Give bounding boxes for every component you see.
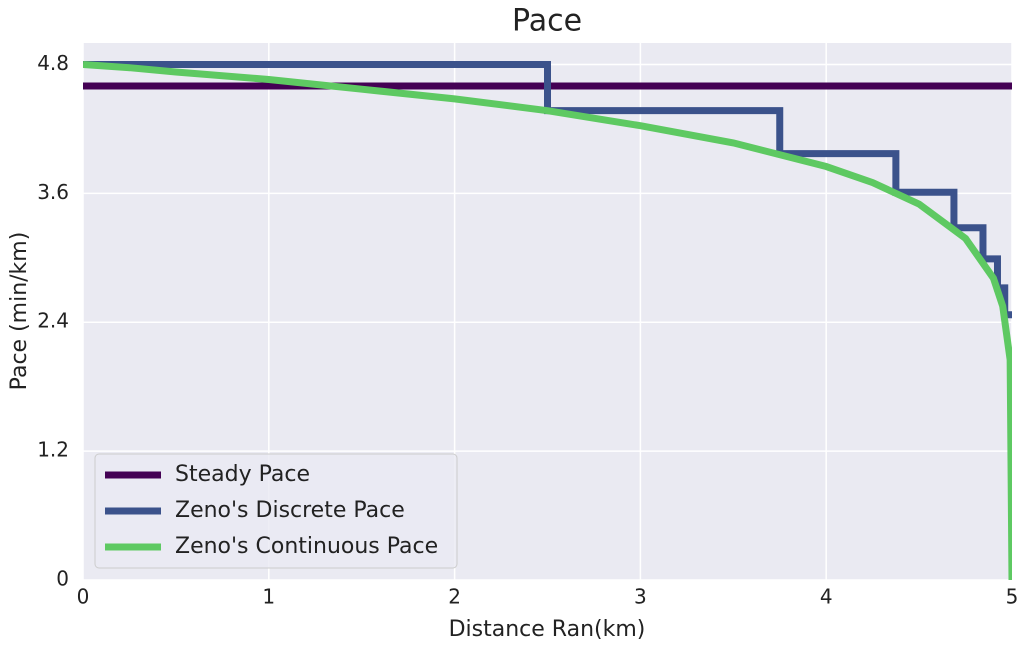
legend-box (94, 453, 458, 569)
y-tick-label: 2.4 (37, 309, 69, 333)
y-tick-label: 4.8 (37, 51, 69, 75)
x-tick-label: 1 (262, 585, 275, 609)
series-line (83, 60, 1012, 580)
chart-title: Pace (512, 4, 582, 39)
x-tick-label: 5 (1006, 585, 1019, 609)
y-tick-label: 0 (56, 567, 69, 591)
y-axis-label: Pace (min/km) (7, 232, 32, 391)
legend: Steady Pace Zeno's Discrete Pace Zeno's Co… (94, 453, 458, 569)
ticks: 0 1 2 3 4 5 0 1.2 2.4 3.6 4.8 (37, 51, 1018, 609)
series-line (83, 60, 1012, 319)
legend-label: Zeno's Discrete Pace (175, 498, 405, 523)
x-axis-label: Distance Ran(km) (449, 617, 646, 642)
x-tick-label: 3 (634, 585, 647, 609)
legend-label: Zeno's Continuous Pace (175, 534, 438, 559)
legend-label: Steady Pace (175, 462, 310, 487)
x-tick-label: 2 (448, 585, 461, 609)
x-tick-label: 4 (820, 585, 833, 609)
y-tick-label: 3.6 (37, 180, 69, 204)
y-tick-label: 1.2 (37, 438, 69, 462)
lines (83, 60, 1012, 580)
x-tick-label: 0 (77, 585, 90, 609)
